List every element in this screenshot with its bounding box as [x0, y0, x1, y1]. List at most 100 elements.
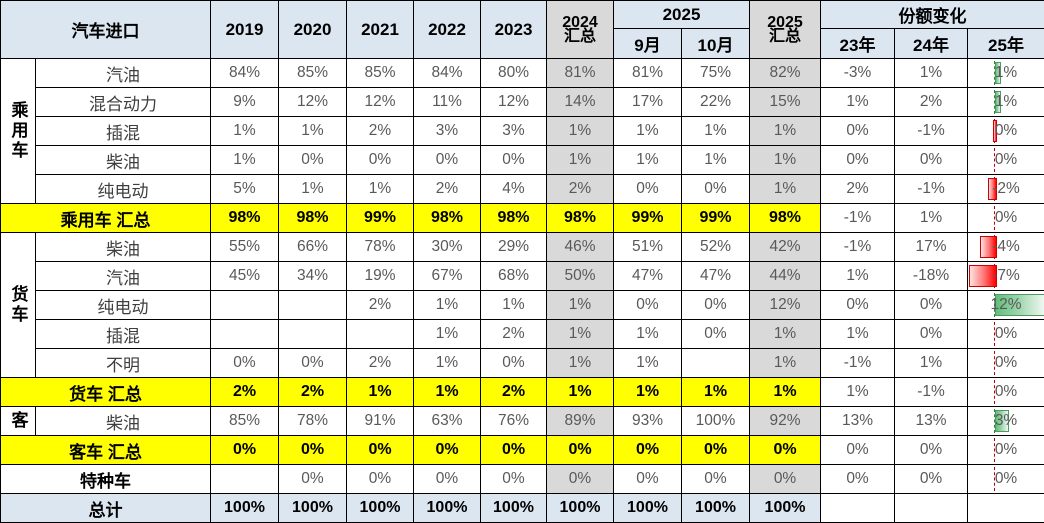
table-cell: 0%	[821, 436, 895, 465]
table-cell: 93%	[614, 407, 682, 436]
row-label: 插混	[36, 320, 211, 349]
table-cell: 1%	[547, 117, 614, 146]
table-cell: 2%	[211, 378, 279, 407]
table-cell: 19%	[347, 262, 414, 291]
table-cell: 12%	[481, 88, 547, 117]
table-cell: 100%	[347, 494, 414, 523]
table-cell: 84%	[414, 59, 481, 88]
table-cell: 1%	[279, 175, 347, 204]
table-cell: 0%	[682, 175, 750, 204]
table-cell: 34%	[279, 262, 347, 291]
table-cell: 1%	[821, 88, 895, 117]
table-cell: 2%	[821, 175, 895, 204]
col-header-2023: 2023	[481, 1, 547, 59]
table-cell: 2%	[895, 88, 968, 117]
change-value: 0%	[995, 441, 1017, 459]
col-header-2021: 2021	[347, 1, 414, 59]
table-cell: 0%	[968, 320, 1044, 349]
table-cell: 1%	[821, 378, 895, 407]
col-header-2022: 2022	[414, 1, 481, 59]
summary-row-label: 货车 汇总	[1, 378, 211, 407]
table-cell	[968, 494, 1044, 523]
table-cell: 0%	[347, 146, 414, 175]
table-cell: 11%	[414, 88, 481, 117]
total-row-label: 总计	[1, 494, 211, 523]
table-cell: 0%	[682, 436, 750, 465]
table-cell: 1%	[968, 88, 1044, 117]
table-cell: 0%	[614, 465, 682, 494]
table-cell: 98%	[279, 204, 347, 233]
table-cell: 0%	[968, 465, 1044, 494]
table-cell: 2%	[414, 175, 481, 204]
table-cell: 1%	[414, 320, 481, 349]
row-label: 汽油	[36, 262, 211, 291]
table-cell: 0%	[968, 204, 1044, 233]
group-label: 客	[1, 407, 36, 436]
table-cell: 98%	[211, 204, 279, 233]
table-cell: 98%	[414, 204, 481, 233]
table-cell: 89%	[547, 407, 614, 436]
table-cell: 98%	[750, 204, 821, 233]
change-value: 0%	[995, 354, 1017, 372]
table-cell: 30%	[414, 233, 481, 262]
table-cell: 81%	[547, 59, 614, 88]
table-header: 汽车进口 2019 2020 2021 2022 2023 2024 汇总 20…	[1, 1, 1044, 59]
row-label: 柴油	[36, 407, 211, 436]
table-cell: 1%	[682, 146, 750, 175]
table-cell: 100%	[279, 494, 347, 523]
table-cell: 99%	[347, 204, 414, 233]
table-cell: 0%	[821, 146, 895, 175]
table-cell: 0%	[347, 465, 414, 494]
row-label: 汽油	[36, 59, 211, 88]
table-cell: 1%	[750, 320, 821, 349]
table-cell: 100%	[682, 494, 750, 523]
table-cell: 1%	[347, 175, 414, 204]
table-cell: 0%	[279, 349, 347, 378]
table-cell: 0%	[614, 175, 682, 204]
table-cell: 3%	[481, 117, 547, 146]
table-cell: 1%	[547, 349, 614, 378]
table-cell: 100%	[481, 494, 547, 523]
table-cell: 67%	[414, 262, 481, 291]
table-cell: 0%	[968, 436, 1044, 465]
table-cell	[211, 291, 279, 320]
col-header-sep: 9月	[614, 29, 682, 59]
table-cell: 1%	[750, 146, 821, 175]
table-cell	[682, 349, 750, 378]
table-cell: 17%	[614, 88, 682, 117]
table-cell: 12%	[750, 291, 821, 320]
table-cell: 0%	[481, 146, 547, 175]
table-cell: 1%	[347, 378, 414, 407]
table-cell: 4%	[481, 175, 547, 204]
table-cell: 68%	[481, 262, 547, 291]
col-header-change-23: 23年	[821, 29, 895, 59]
summary-row-label: 乘用车 汇总	[1, 204, 211, 233]
table-cell: 78%	[347, 233, 414, 262]
table-cell: 1%	[614, 146, 682, 175]
table-cell: 22%	[682, 88, 750, 117]
table-cell: 50%	[547, 262, 614, 291]
table-cell: -1%	[821, 233, 895, 262]
table-cell: -18%	[895, 262, 968, 291]
table-cell: 1%	[614, 320, 682, 349]
table-cell: 0%	[481, 465, 547, 494]
change-value: 3%	[995, 412, 1017, 430]
table-cell	[211, 465, 279, 494]
table-cell: 29%	[481, 233, 547, 262]
table-cell	[211, 320, 279, 349]
change-value: -4%	[992, 238, 1020, 256]
table-cell: 1%	[821, 320, 895, 349]
table-cell: 1%	[414, 349, 481, 378]
table-cell: 98%	[481, 204, 547, 233]
table-cell: 0%	[414, 465, 481, 494]
change-value: 12%	[991, 296, 1022, 314]
col-header-2020: 2020	[279, 1, 347, 59]
table-cell: 0%	[211, 436, 279, 465]
